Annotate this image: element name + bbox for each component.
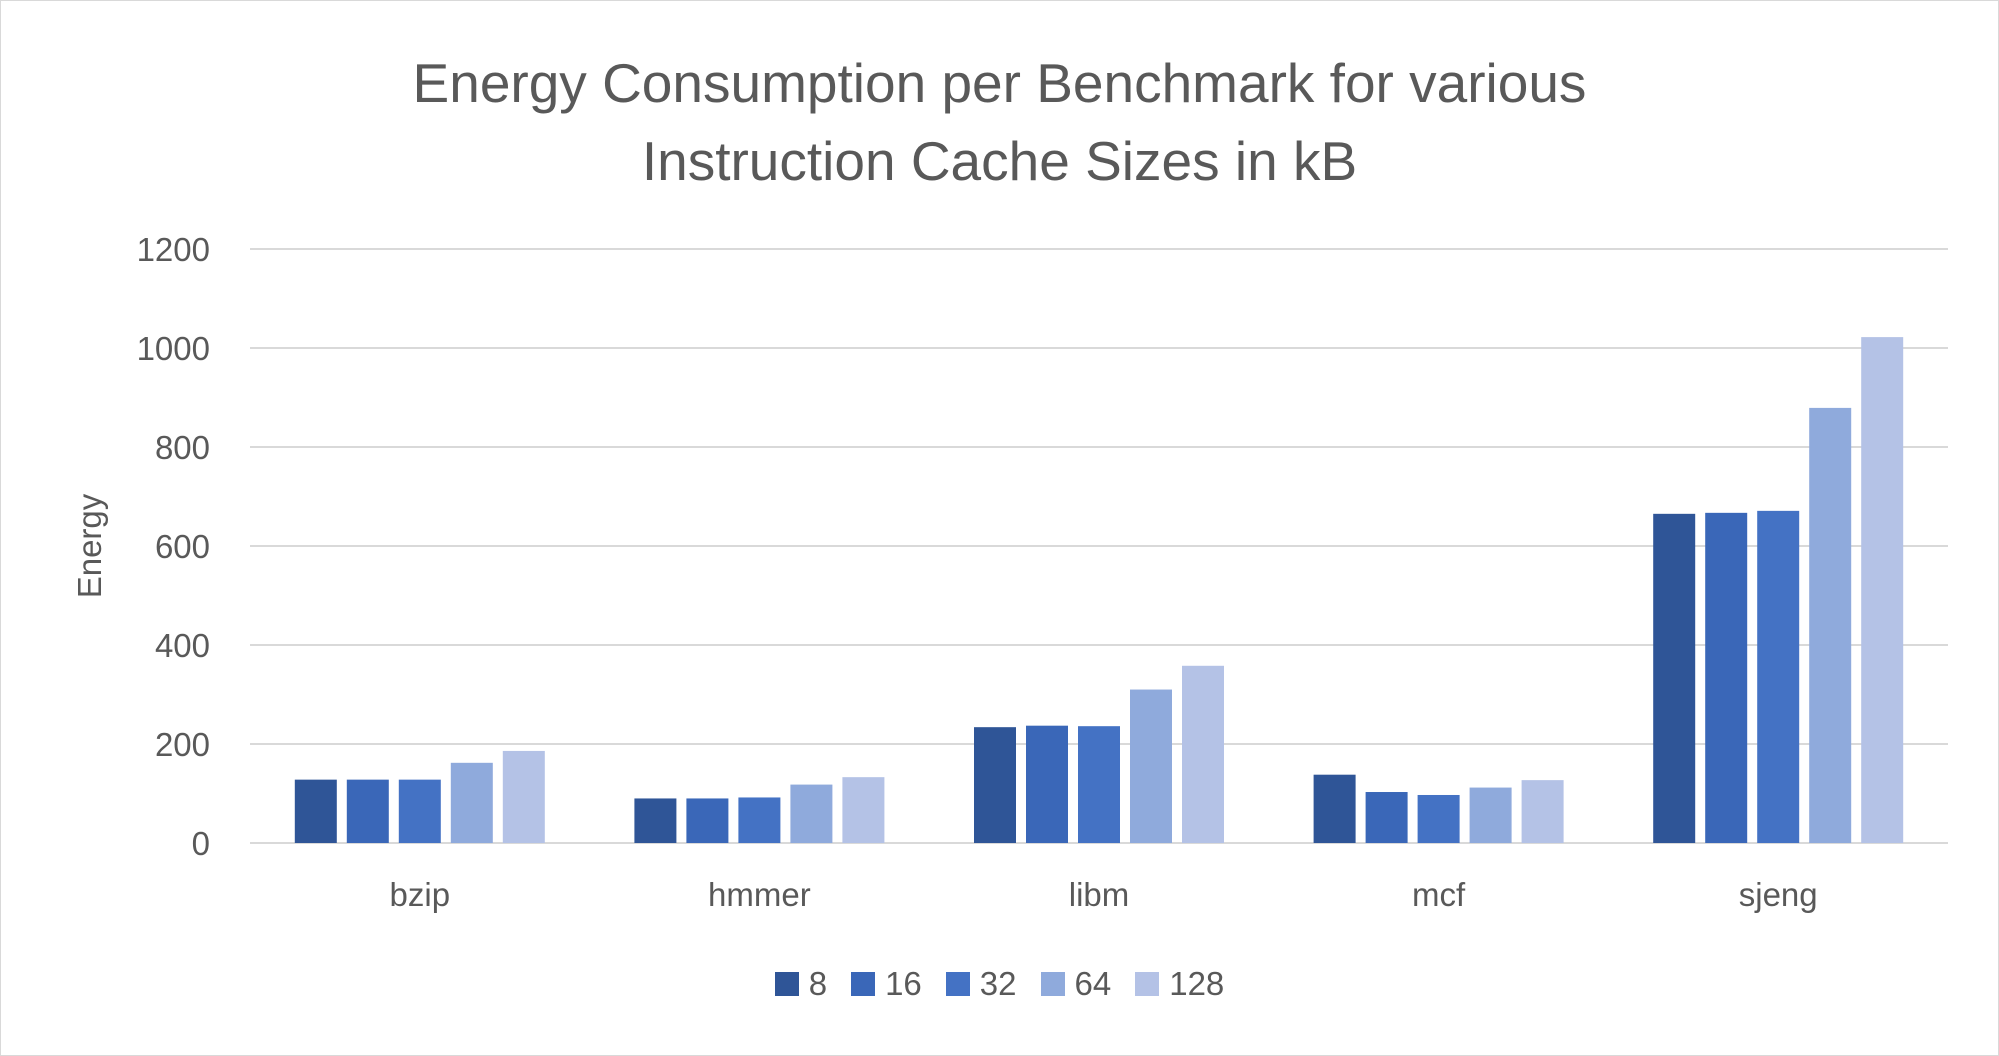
bar-sjeng-32 — [1757, 510, 1800, 843]
legend-label: 8 — [808, 965, 828, 1002]
legend-item-32: 32 — [945, 965, 1017, 1003]
y-tick-label: 800 — [155, 429, 210, 466]
legend-swatch — [945, 972, 970, 996]
bar-mcf-32 — [1417, 794, 1460, 843]
bar-libm-8 — [974, 727, 1016, 843]
y-tick-labels: 0 200 400 600 800 1000 1200 — [137, 231, 210, 862]
legend-swatch — [851, 972, 876, 996]
bars — [294, 337, 1904, 843]
x-tick-label-libm: libm — [1069, 876, 1130, 913]
y-tick-label: 1200 — [137, 231, 210, 268]
legend-item-8: 8 — [774, 965, 828, 1003]
bar-libm-16 — [1026, 725, 1068, 843]
bar-hmmer-16 — [686, 798, 729, 843]
legend-label: 16 — [885, 965, 922, 1002]
legend-swatch — [774, 972, 799, 996]
bar-mcf-64 — [1469, 787, 1512, 843]
bar-hmmer-8 — [634, 798, 677, 843]
legend-swatch — [1040, 972, 1065, 996]
bar-hmmer-64 — [790, 784, 833, 843]
legend: 8 16 32 64 128 — [0, 965, 1999, 1003]
bar-hmmer-32 — [738, 797, 781, 843]
y-tick-label: 600 — [155, 528, 210, 565]
y-tick-label: 0 — [192, 825, 210, 862]
bar-bzip-16 — [346, 779, 389, 843]
y-tick-label: 200 — [155, 726, 210, 763]
bar-bzip-32 — [398, 779, 441, 843]
bar-mcf-16 — [1365, 792, 1408, 843]
bar-libm-32 — [1078, 726, 1120, 843]
legend-item-128: 128 — [1135, 965, 1224, 1003]
chart-title: Energy Consumption per Benchmark for var… — [412, 52, 1587, 192]
bar-sjeng-128 — [1861, 337, 1904, 843]
bar-mcf-8 — [1313, 774, 1356, 843]
bar-bzip-8 — [294, 779, 337, 843]
y-axis-title: Energy — [71, 493, 108, 598]
y-tick-label: 1000 — [137, 330, 210, 367]
x-tick-label-sjeng: sjeng — [1739, 876, 1818, 913]
x-tick-labels: bzip hmmer libm mcf sjeng — [390, 876, 1818, 913]
bar-bzip-128 — [502, 750, 545, 843]
bar-sjeng-8 — [1653, 513, 1696, 843]
legend-label: 32 — [979, 965, 1017, 1002]
legend-swatch — [1135, 972, 1160, 996]
bar-mcf-128 — [1521, 780, 1564, 843]
bar-libm-64 — [1130, 689, 1172, 843]
x-tick-label-mcf: mcf — [1412, 876, 1466, 913]
legend-label: 64 — [1074, 965, 1112, 1002]
bar-sjeng-16 — [1705, 512, 1748, 843]
y-tick-label: 400 — [155, 627, 210, 664]
bar-libm-128 — [1182, 665, 1224, 843]
legend-label: 128 — [1169, 965, 1225, 1002]
bar-bzip-64 — [450, 762, 493, 843]
bar-hmmer-128 — [842, 777, 885, 843]
bar-sjeng-64 — [1809, 407, 1852, 843]
legend-item-16: 16 — [851, 965, 922, 1003]
legend-item-64: 64 — [1040, 965, 1112, 1003]
x-tick-label-hmmer: hmmer — [708, 876, 811, 913]
x-tick-label-bzip: bzip — [390, 876, 451, 913]
